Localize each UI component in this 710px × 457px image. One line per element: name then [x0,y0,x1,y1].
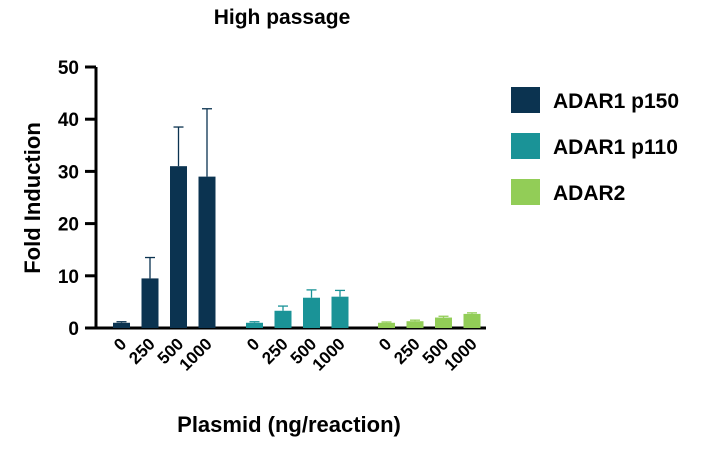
x-tick-label: 250 [125,334,158,367]
legend-label: ADAR1 p110 [553,136,678,159]
bar [435,317,452,328]
y-axis-title: Fold Induction [20,122,45,274]
legend-swatch [511,87,540,113]
y-axis-ticks: 0 10 20 30 40 50 [58,58,96,340]
bar [170,166,187,328]
x-tick-label: 1000 [309,334,349,374]
bar [198,176,216,328]
chart-title: High passage [214,6,351,29]
bar [378,322,395,328]
x-tick-label: 1000 [176,334,216,374]
legend: ADAR1 p150 ADAR1 p110 ADAR2 [511,87,679,205]
legend-swatch [511,179,540,205]
y-tick-label: 50 [58,58,79,79]
bar [246,322,263,328]
bar [463,313,481,328]
x-tick-label: 250 [390,334,423,367]
bar [406,321,424,328]
y-tick-label: 40 [58,110,79,131]
bar [113,322,130,328]
x-axis-title: Plasmid (ng/reaction) [177,412,401,437]
y-tick-label: 10 [58,267,79,288]
legend-label: ADAR1 p150 [553,90,679,113]
y-tick-label: 20 [58,215,79,236]
legend-label: ADAR2 [553,182,625,205]
plot-area [113,108,481,328]
bar [274,310,292,328]
y-tick-label: 30 [58,162,79,183]
x-tick-label: 250 [258,334,291,367]
bar [141,278,159,328]
bar [303,297,320,328]
y-tick-label: 0 [68,319,79,340]
x-tick-label: 1000 [441,334,481,374]
bar [331,296,349,328]
legend-swatch [511,133,540,159]
